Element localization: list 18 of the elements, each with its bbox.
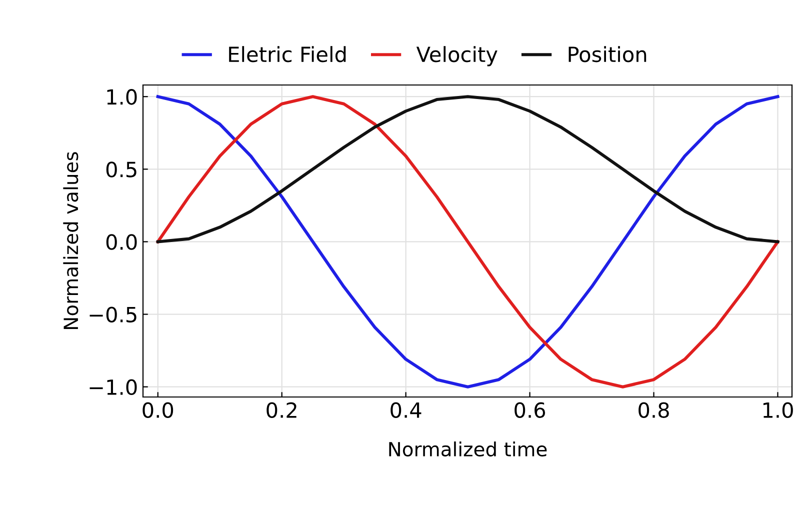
x-tick-label: 1.0 [763,402,793,418]
x-axis-title: Normalized time [389,441,547,457]
y-tick-label: 0.0 [106,234,137,250]
line-series [156,95,780,244]
x-tick-label: 0.4 [390,402,422,418]
legend-label: Eletric Field [229,46,346,62]
y-axis-title: Normalized values [63,152,78,329]
y-tick-label: 0.5 [106,162,136,178]
x-tick-label: 0.8 [638,402,669,418]
x-tick-label: 0.2 [266,402,296,418]
legend-label: Position [568,46,646,62]
legend-label: Velocity [416,46,498,66]
line-series [156,95,780,388]
x-tick-label: 0.0 [142,402,174,418]
y-tick-label: −1.0 [90,379,137,396]
y-tick-label: 1.0 [107,89,137,105]
y-tick-label: −0.5 [90,306,136,322]
x-tick-label: 0.6 [514,402,546,418]
